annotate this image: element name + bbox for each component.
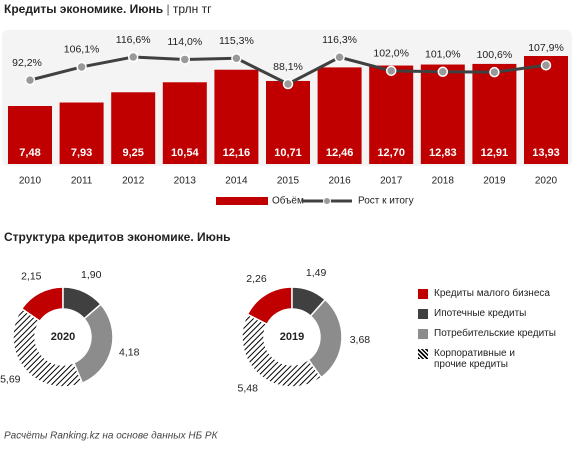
legend-item: Корпоративные и прочие кредиты: [418, 348, 574, 370]
bar-label: 9,25: [122, 147, 143, 159]
x-tick-label: 2014: [225, 176, 248, 187]
legend-label: Корпоративные и прочие кредиты: [434, 348, 515, 370]
x-tick-label: 2019: [483, 176, 506, 187]
legend-swatch: [418, 349, 428, 359]
bar: [59, 102, 104, 164]
donut-label: 5,69: [0, 374, 21, 386]
bar-label: 12,83: [429, 147, 457, 159]
bar-label: 10,71: [274, 147, 302, 159]
bar-label: 12,70: [377, 147, 405, 159]
line-label: 100,6%: [477, 49, 513, 61]
line-label: 92,2%: [12, 57, 42, 69]
line-label: 88,1%: [273, 61, 303, 73]
line-label: 116,3%: [322, 34, 357, 46]
bar: [472, 63, 517, 164]
bar-label: 7,48: [19, 147, 40, 159]
bar: [8, 106, 52, 164]
legend-item: Ипотечные кредиты: [418, 308, 574, 319]
bar: [317, 67, 362, 164]
x-tick-label: 2012: [122, 176, 145, 187]
donut-label: 4,18: [119, 346, 140, 358]
section-title: Структура кредитов экономике. Июнь: [4, 230, 231, 244]
line-marker: [127, 51, 139, 63]
x-tick-label: 2018: [432, 176, 455, 187]
donut-center-label: 2020: [51, 331, 75, 343]
legend-label: Объём: [272, 195, 304, 207]
bar: [162, 82, 207, 164]
x-tick-label: 2016: [328, 176, 351, 187]
line-label: 101,0%: [425, 49, 461, 61]
bar-label: 12,91: [481, 147, 509, 159]
line-label: 114,0%: [167, 36, 202, 48]
line-marker: [24, 74, 36, 86]
legend-label: Потребительские кредиты: [434, 328, 556, 339]
bar: [369, 65, 414, 164]
legend-swatch: [418, 329, 428, 339]
bar: [420, 64, 465, 164]
bar: [266, 80, 310, 164]
x-tick-label: 2017: [380, 176, 403, 187]
legend: Кредиты малого бизнеса Ипотечные кредиты П…: [418, 288, 574, 379]
line-marker: [540, 59, 552, 71]
line-marker: [437, 66, 449, 78]
line-marker: [282, 78, 294, 90]
line-label: 115,3%: [219, 35, 254, 47]
donut-center-label: 2019: [280, 331, 304, 343]
bar-label: 13,93: [532, 147, 560, 159]
bar: [214, 69, 259, 164]
line-marker: [76, 61, 87, 73]
line-marker: [231, 52, 242, 64]
bar: [111, 92, 156, 164]
line-marker: [385, 65, 397, 77]
source: Расчёты Ranking.kz на основе данных НБ Р…: [4, 431, 219, 442]
bar-label: 12,16: [223, 147, 251, 159]
donut-label: 2,15: [21, 271, 42, 283]
bar-label: 12,46: [326, 147, 354, 159]
x-tick-label: 2010: [19, 176, 42, 187]
x-tick-label: 2011: [71, 176, 93, 187]
x-tick-label: 2015: [277, 176, 300, 187]
donut-segment: [241, 313, 323, 388]
legend-swatch: [216, 197, 268, 205]
line-marker: [334, 52, 345, 63]
line-label: 102,0%: [373, 48, 409, 60]
legend-label: Кредиты малого бизнеса: [434, 288, 550, 299]
donut-label: 3,68: [350, 334, 371, 346]
donut-label: 1,90: [81, 269, 102, 281]
line-marker: [489, 66, 500, 78]
donut-label: 1,49: [306, 267, 327, 279]
legend-item: Кредиты малого бизнеса: [418, 288, 574, 299]
legend-label: Ипотечные кредиты: [434, 308, 527, 319]
donut-segment: [12, 307, 84, 388]
line-label: 106,1%: [64, 44, 100, 56]
bar: [524, 56, 568, 164]
bar-label: 10,54: [171, 147, 199, 159]
legend-label: Рост к итогу: [358, 196, 414, 207]
donut-label: 2,26: [246, 273, 267, 285]
legend-swatch: [418, 309, 428, 319]
line-label: 107,9%: [528, 42, 564, 54]
bar-label: 7,93: [71, 147, 92, 159]
legend-swatch: [323, 197, 331, 205]
line-label: 116,6%: [116, 34, 151, 46]
line-marker: [179, 54, 191, 65]
x-tick-label: 2020: [535, 176, 558, 187]
donut-label: 5,48: [238, 382, 259, 394]
chart-title: Кредиты экономике. Июнь | трлн тг: [4, 2, 212, 16]
x-tick-label: 2013: [174, 176, 197, 187]
donut-segment: [72, 303, 114, 385]
legend-item: Потребительские кредиты: [418, 328, 574, 339]
legend-swatch: [418, 289, 428, 299]
